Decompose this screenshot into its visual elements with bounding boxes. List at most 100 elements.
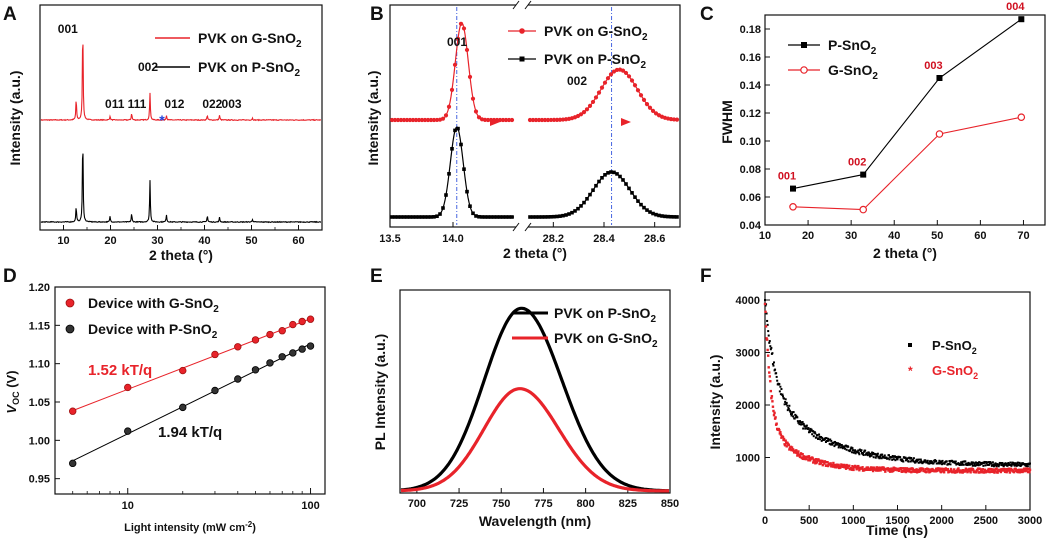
- panel-f-point-g-sno2: [808, 456, 811, 460]
- panel-f-point-g-sno2: [990, 470, 994, 474]
- panel-f-frame: [764, 291, 1031, 511]
- panel-d-point-p-sno2: [306, 342, 315, 350]
- panel-f-point-p-sno2: [917, 461, 920, 464]
- panel-f-point-g-sno2: [819, 462, 823, 465]
- panel-b-point-p-sno2: [612, 170, 616, 175]
- panel-f-point-p-sno2: [845, 448, 848, 451]
- panel-f-point-g-sno2: [805, 457, 808, 461]
- panel-f-point-g-sno2: [781, 435, 785, 439]
- panel-b-point-p-sno2: [651, 211, 655, 216]
- panel-b-point-p-sno2: [468, 204, 472, 208]
- panel-b-point-p-sno2: [546, 215, 550, 219]
- legend-label-g-sno2: G-SnO2: [932, 363, 978, 381]
- panel-f-point-g-sno2: [1004, 468, 1008, 471]
- panel-f-point-p-sno2: [785, 402, 788, 405]
- panel-c-point-p-sno2: [936, 75, 943, 81]
- panel-f-point-p-sno2: [971, 462, 974, 465]
- x-tick-label: 700: [408, 498, 426, 510]
- legend-marker-g-sno2: [800, 66, 808, 74]
- panel-b-peak-label-001: 001: [447, 35, 467, 49]
- y-tick-label: 2000: [736, 400, 760, 412]
- panel-f-point-g-sno2: [771, 400, 774, 403]
- panel-f-point-p-sno2: [888, 454, 891, 457]
- panel-f-point-g-sno2: [856, 466, 859, 469]
- panel-f-point-p-sno2: [914, 461, 917, 464]
- panel-b-point-g-sno2: [392, 117, 398, 123]
- panel-f-point-p-sno2: [949, 463, 952, 466]
- panel-f-point-p-sno2: [935, 460, 938, 463]
- panel-f-point-p-sno2: [768, 341, 771, 344]
- panel-b-point-p-sno2: [414, 215, 418, 219]
- y-tick-label: 3000: [736, 348, 760, 360]
- panel-f-point-p-sno2: [775, 375, 778, 378]
- y-tick-label: 0.06: [740, 192, 761, 204]
- y-tick-label: 0.04: [740, 220, 762, 232]
- panel-f-point-p-sno2: [1005, 463, 1008, 466]
- panel-f-point-p-sno2: [899, 456, 902, 459]
- panel-f-point-g-sno2: [792, 451, 796, 454]
- peak-label-002: 002: [138, 60, 158, 74]
- panel-f-point-g-sno2: [983, 471, 986, 474]
- panel-f-point-p-sno2: [865, 452, 868, 455]
- panel-f-point-g-sno2: [801, 457, 805, 461]
- panel-b-point-p-sno2: [654, 212, 658, 217]
- panel-f-point-g-sno2: [1005, 470, 1008, 474]
- x-tick-label: 40: [198, 235, 210, 247]
- panel-f-point-g-sno2: [848, 464, 851, 467]
- panel-f-point-p-sno2: [988, 463, 991, 466]
- x-tick-label: 500: [800, 515, 818, 527]
- panel-f-point-p-sno2: [909, 460, 912, 463]
- panel-f-point-g-sno2: [798, 455, 802, 459]
- panel-b-point-p-sno2: [618, 174, 622, 179]
- panel-b-peak-label-002: 002: [567, 74, 587, 88]
- panel-f-point-g-sno2: [908, 470, 911, 473]
- panel-f-point-p-sno2: [895, 455, 898, 458]
- panel-f-point-g-sno2: [966, 470, 969, 474]
- panel-b-point-g-sno2: [578, 112, 584, 117]
- panel-c-frame: [764, 14, 1046, 226]
- panel-f-point-p-sno2: [992, 463, 995, 466]
- panel-b-point-p-sno2: [411, 215, 415, 219]
- panel-f-point-g-sno2: [837, 463, 840, 467]
- panel-c-y-axis-title: FWHM: [719, 100, 735, 144]
- panel-b-point-g-sno2: [464, 47, 470, 53]
- panel-d-point-g-sno2: [251, 336, 260, 344]
- panel-f-point-g-sno2: [888, 467, 891, 471]
- panel-b-point-g-sno2: [653, 111, 659, 116]
- panel-f-point-p-sno2: [770, 346, 773, 349]
- panel-b-point-p-sno2: [507, 215, 511, 219]
- panel-b-point-g-sno2: [620, 68, 626, 73]
- panel-b-point-g-sno2: [458, 21, 464, 26]
- x-tick-label: 10: [57, 235, 69, 247]
- panel-f-point-g-sno2: [846, 466, 849, 470]
- x-tick-label: 60: [974, 230, 986, 242]
- panel-f-point-p-sno2: [864, 453, 867, 456]
- panel-c-point-g-sno2: [789, 203, 797, 211]
- panel-b-point-p-sno2: [567, 212, 571, 216]
- panel-b-point-p-sno2: [552, 214, 556, 219]
- panel-f-point-p-sno2: [864, 449, 867, 452]
- panel-f-point-g-sno2: [921, 467, 925, 471]
- panel-f-point-p-sno2: [851, 449, 854, 452]
- panel-d-point-p-sno2: [179, 403, 187, 412]
- panel-f-point-p-sno2: [840, 443, 843, 446]
- panel-d-y-axis-title: VOC (V): [4, 370, 21, 413]
- panel-f-point-p-sno2: [1009, 461, 1012, 464]
- panel-b-point-p-sno2: [669, 214, 673, 219]
- panel-f-point-p-sno2: [789, 412, 792, 415]
- panel-f-point-p-sno2: [917, 458, 920, 461]
- panel-f-point-p-sno2: [807, 431, 810, 434]
- panel-f-point-p-sno2: [796, 420, 799, 423]
- panel-f-point-g-sno2: [949, 467, 953, 471]
- panel-f-point-p-sno2: [850, 451, 853, 454]
- panel-f-point-g-sno2: [976, 469, 979, 472]
- panel-f-point-p-sno2: [893, 455, 896, 458]
- panel-f-point-p-sno2: [1012, 463, 1015, 466]
- panel-b-point-g-sno2: [545, 117, 551, 123]
- panel-f-point-p-sno2: [930, 461, 933, 464]
- panel-b-axis-breaks: [512, 0, 532, 232]
- panel-b-point-p-sno2: [666, 214, 670, 219]
- panel-f-point-p-sno2: [801, 423, 804, 426]
- panel-b-point-p-sno2: [510, 215, 514, 219]
- peak-label-003: 003: [222, 97, 242, 111]
